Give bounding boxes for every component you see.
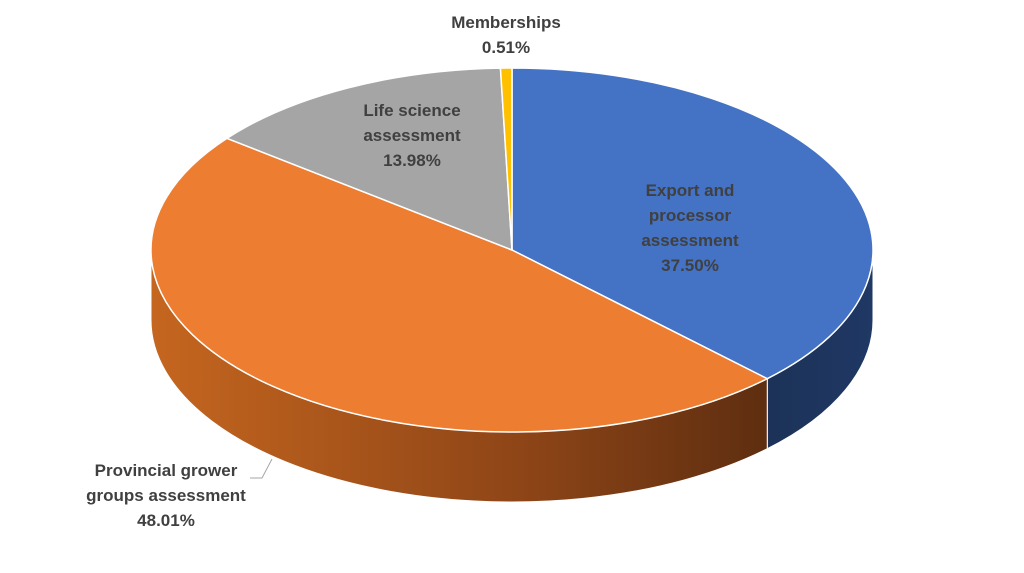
pie-slice-2 (225, 67, 513, 252)
data-label-1: Provincial grower groups assessment 48.01% (86, 461, 246, 530)
pie-slice-3 (499, 67, 513, 251)
pie-slice-1 (150, 137, 769, 433)
pie-slice-0 (511, 67, 874, 380)
data-label-3: Memberships 0.51% (451, 13, 561, 57)
pie-top-faces (150, 67, 874, 433)
data-label-0: Export and processor assessment 37.50% (641, 181, 739, 275)
data-label-2: Life science assessment 13.98% (363, 101, 461, 170)
leader-line (250, 458, 273, 479)
data-labels: Export and processor assessment 37.50% Provi… (86, 13, 739, 530)
